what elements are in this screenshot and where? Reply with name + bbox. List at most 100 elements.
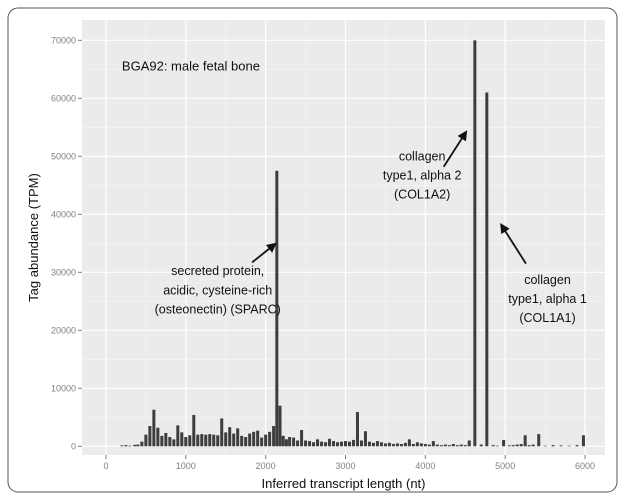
bar xyxy=(285,439,288,446)
y-tick-label: 30000 xyxy=(51,267,76,277)
y-axis-ticks: 0 10000 20000 30000 40000 50000 60000 70000 xyxy=(51,35,82,451)
bar xyxy=(228,427,231,446)
bar xyxy=(528,445,531,446)
bar xyxy=(172,439,175,446)
bar xyxy=(224,432,227,446)
bar xyxy=(252,432,255,447)
bar xyxy=(360,441,363,447)
annotation-text: type1, alpha 1 xyxy=(508,292,587,306)
bar xyxy=(424,444,427,446)
bar xyxy=(244,437,247,446)
y-tick-label: 50000 xyxy=(51,151,76,161)
bar xyxy=(440,445,443,446)
bar xyxy=(492,445,495,446)
bar xyxy=(144,435,147,447)
x-axis-title: Inferred transcript length (nt) xyxy=(261,476,425,491)
bar xyxy=(268,432,271,447)
bar xyxy=(168,437,171,446)
bar xyxy=(288,437,291,446)
bar xyxy=(220,418,223,446)
bar xyxy=(416,442,419,446)
bar xyxy=(576,445,579,446)
bar xyxy=(452,444,455,446)
bar xyxy=(232,434,235,447)
bar xyxy=(160,436,163,446)
y-tick-label: 20000 xyxy=(51,325,76,335)
bar xyxy=(296,441,299,447)
bar xyxy=(324,442,327,446)
bar xyxy=(300,430,303,446)
bar xyxy=(184,437,187,446)
bar xyxy=(560,445,563,446)
bar xyxy=(316,439,319,446)
bar xyxy=(456,445,459,446)
bar xyxy=(408,439,411,446)
bar xyxy=(282,436,285,446)
bar xyxy=(372,443,375,446)
bar xyxy=(473,40,476,446)
bar xyxy=(136,445,139,447)
y-axis-title: Tag abundance (TPM) xyxy=(26,173,41,302)
bar xyxy=(304,441,307,447)
bar xyxy=(216,435,219,446)
annotation-text: acidic, cysteine-rich xyxy=(163,283,272,297)
bar xyxy=(400,444,403,446)
bar xyxy=(464,445,467,446)
x-axis-ticks: 0 1000 2000 3000 4000 5000 6000 xyxy=(103,455,595,471)
bar xyxy=(512,445,515,446)
y-tick-label: 70000 xyxy=(51,35,76,45)
bar xyxy=(436,445,439,447)
bar xyxy=(364,431,367,446)
x-tick-label: 1000 xyxy=(176,461,196,471)
bar xyxy=(180,432,183,446)
bar xyxy=(532,445,535,447)
bar xyxy=(196,435,199,447)
chart-subtitle: BGA92: male fetal bone xyxy=(122,58,260,73)
bar xyxy=(460,445,463,447)
x-tick-label: 6000 xyxy=(575,461,595,471)
bar xyxy=(208,434,211,446)
bar xyxy=(376,441,379,446)
bar xyxy=(156,428,159,447)
bar xyxy=(412,444,415,446)
bar xyxy=(272,426,275,446)
bar xyxy=(468,441,471,447)
annotation-text: secreted protein, xyxy=(171,264,264,278)
bar xyxy=(582,435,585,446)
bar xyxy=(448,445,451,446)
bar xyxy=(200,434,203,446)
y-tick-label: 40000 xyxy=(51,209,76,219)
bar xyxy=(124,445,127,446)
bar xyxy=(320,442,323,447)
bar xyxy=(328,439,331,447)
bar xyxy=(552,445,555,446)
bar xyxy=(420,443,423,446)
bar xyxy=(212,435,215,447)
annotation-text: type1, alpha 2 xyxy=(383,169,462,183)
bar xyxy=(164,433,167,446)
y-tick-label: 60000 xyxy=(51,93,76,103)
bar xyxy=(480,445,483,447)
bar xyxy=(544,446,547,447)
bar xyxy=(192,415,195,446)
bar xyxy=(380,442,383,446)
bar xyxy=(384,443,387,446)
bar xyxy=(308,441,311,446)
x-tick-label: 3000 xyxy=(335,461,355,471)
bar xyxy=(352,440,355,446)
bar xyxy=(148,426,151,446)
annotation-text: (COL1A2) xyxy=(394,188,450,202)
bar xyxy=(356,412,359,446)
bar xyxy=(340,442,343,447)
bar xyxy=(176,425,179,446)
bar xyxy=(432,441,435,446)
bar xyxy=(348,442,351,447)
y-tick-label: 10000 xyxy=(51,383,76,393)
annotation-text: collagen xyxy=(399,149,446,163)
x-tick-label: 2000 xyxy=(256,461,276,471)
bar xyxy=(120,445,123,446)
bar xyxy=(336,442,339,446)
x-tick-label: 0 xyxy=(103,461,108,471)
annotation-text: (COL1A1) xyxy=(519,311,575,325)
